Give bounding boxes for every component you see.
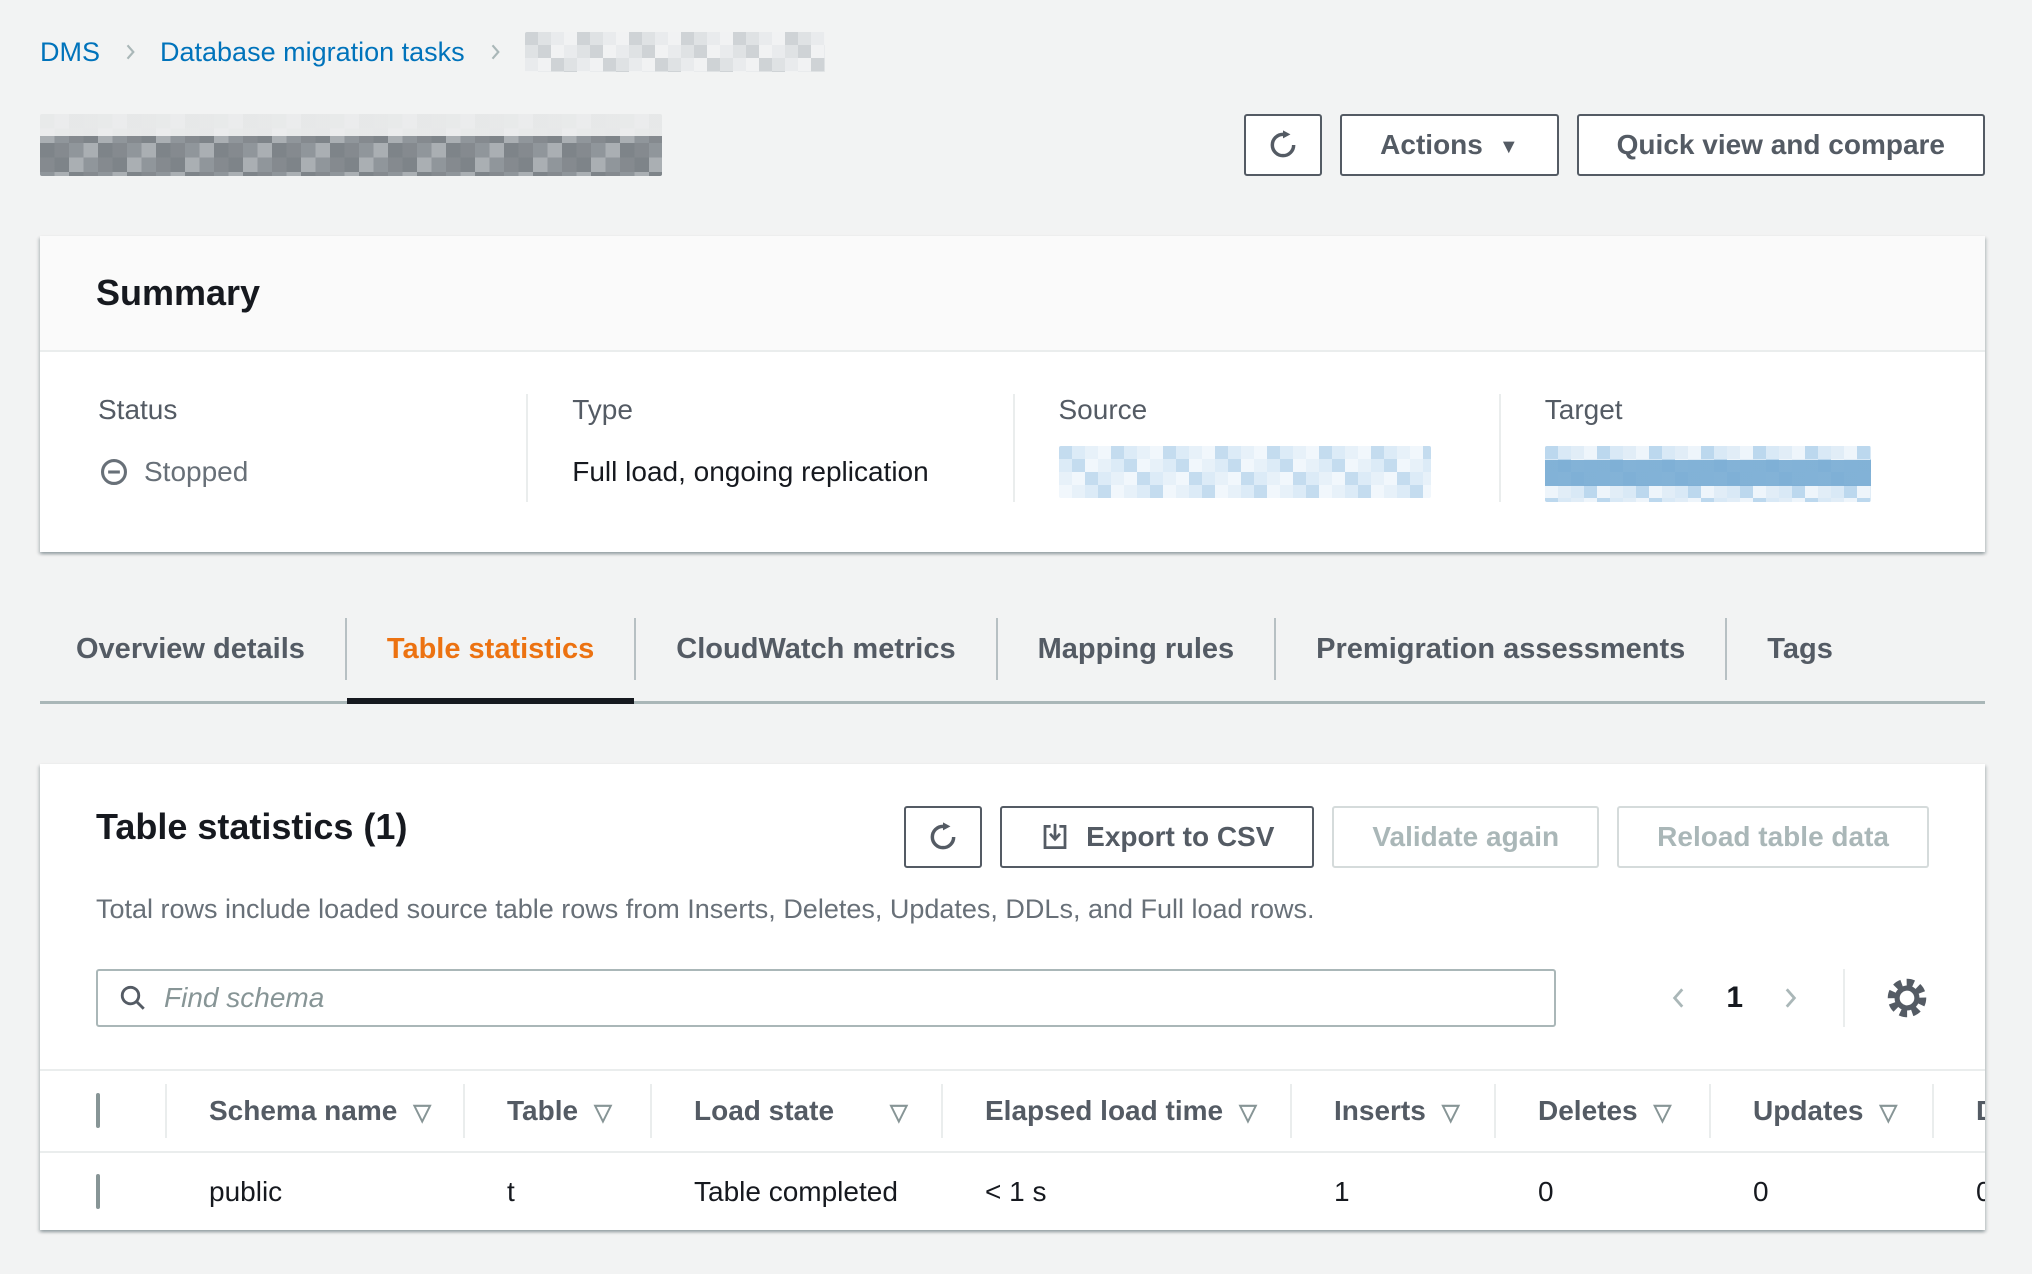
tab-cloudwatch-metrics[interactable]: CloudWatch metrics — [634, 618, 995, 680]
column-header-table[interactable]: Table ▽ — [463, 1069, 650, 1153]
refresh-circular-arrow-icon — [1267, 129, 1299, 161]
page-number: 1 — [1726, 981, 1743, 1014]
cell-schema-name: public — [209, 1175, 283, 1207]
table-statistics-card: Table statistics (1) Export to CSV Valid… — [40, 764, 1985, 1230]
chevron-right-icon — [485, 42, 505, 62]
export-to-csv-button[interactable]: Export to CSV — [1000, 806, 1315, 868]
source-endpoint-link-redacted[interactable] — [1058, 446, 1431, 498]
actions-button-label: Actions — [1380, 129, 1483, 160]
table-statistics-table: Schema name ▽ Table ▽ Load state ▽ Elapsed … — [40, 1069, 1985, 1230]
tab-bar: Overview details Table statistics CloudW… — [40, 618, 1985, 704]
column-header-schema-name[interactable]: Schema name ▽ — [165, 1069, 463, 1153]
table-row: public t Table completed < 1 s 1 0 0 0 — [40, 1152, 1985, 1230]
breadcrumb-link-dms[interactable]: DMS — [40, 36, 100, 67]
target-label: Target — [1544, 394, 1623, 425]
cell-ddls-clipped: 0 — [1976, 1175, 1985, 1207]
summary-grid: Status Stopped Type Full load, ongoing r… — [40, 352, 1985, 552]
quick-view-and-compare-button[interactable]: Quick view and compare — [1576, 114, 1985, 176]
column-header-load-state[interactable]: Load state ▽ — [650, 1069, 941, 1153]
summary-source-column: Source — [1012, 394, 1499, 502]
table-statistics-actions: Export to CSV Validate again Reload tabl… — [904, 806, 1929, 868]
quick-view-button-label: Quick view and compare — [1616, 129, 1945, 160]
cell-load-state: Table completed — [694, 1175, 898, 1207]
triangle-down-icon: ▽ — [594, 1099, 612, 1125]
table-statistics-title: Table statistics (1) — [96, 806, 408, 847]
reload-button-label: Reload table data — [1657, 821, 1889, 852]
source-label: Source — [1058, 394, 1148, 425]
type-label: Type — [572, 394, 633, 425]
tab-table-statistics[interactable]: Table statistics — [344, 618, 635, 704]
page-header: Actions ▼ Quick view and compare — [40, 114, 1985, 176]
cell-deletes: 0 — [1538, 1175, 1554, 1207]
cell-table: t — [507, 1175, 515, 1207]
cell-updates: 0 — [1753, 1175, 1769, 1207]
page-title-redacted — [40, 114, 662, 176]
summary-target-column: Target — [1498, 394, 1985, 502]
magnifier-icon — [118, 983, 148, 1013]
column-label: Updates — [1753, 1095, 1864, 1126]
refresh-button[interactable] — [1244, 114, 1323, 176]
status-value: Stopped — [144, 456, 249, 487]
summary-card-title: Summary — [40, 236, 1985, 352]
tab-overview-details[interactable]: Overview details — [76, 632, 305, 665]
tab-mapping-rules[interactable]: Mapping rules — [995, 618, 1275, 680]
reload-table-data-button: Reload table data — [1617, 806, 1929, 868]
column-header-ddls-clipped[interactable]: D — [1932, 1069, 1985, 1153]
header-actions: Actions ▼ Quick view and compare — [1244, 114, 1985, 176]
pagination: 1 — [1666, 969, 1929, 1027]
breadcrumb-link-migration-tasks[interactable]: Database migration tasks — [160, 36, 465, 67]
cell-elapsed-load-time: < 1 s — [985, 1175, 1047, 1207]
pagination-divider — [1843, 969, 1845, 1027]
status-label: Status — [98, 394, 178, 425]
chevron-left-icon — [1666, 982, 1692, 1014]
cell-inserts: 1 — [1334, 1175, 1350, 1207]
column-label: Load state — [694, 1095, 835, 1126]
validate-button-label: Validate again — [1372, 821, 1560, 852]
triangle-down-icon: ▽ — [1441, 1099, 1460, 1125]
validate-again-button: Validate again — [1332, 806, 1600, 868]
triangle-down-icon: ▽ — [1879, 1099, 1898, 1125]
table-header-row: Schema name ▽ Table ▽ Load state ▽ Elapsed … — [40, 1069, 1985, 1153]
schema-search-box — [96, 969, 1556, 1027]
table-refresh-button[interactable] — [904, 806, 983, 868]
row-checkbox[interactable] — [96, 1173, 100, 1209]
column-label: Inserts — [1334, 1095, 1426, 1126]
column-header-deletes[interactable]: Deletes ▽ — [1494, 1069, 1709, 1153]
target-endpoint-link-redacted[interactable] — [1544, 446, 1871, 502]
column-header-inserts[interactable]: Inserts ▽ — [1290, 1069, 1494, 1153]
column-label: Table — [507, 1095, 579, 1126]
triangle-down-icon: ▽ — [1653, 1099, 1672, 1125]
table-statistics-description: Total rows include loaded source table r… — [96, 894, 1315, 924]
column-header-updates[interactable]: Updates ▽ — [1709, 1069, 1932, 1153]
download-tray-icon — [1040, 822, 1070, 852]
triangle-down-icon: ▽ — [1239, 1099, 1257, 1125]
find-schema-input[interactable] — [164, 982, 1534, 1014]
chevron-right-icon — [120, 42, 140, 62]
chevron-right-icon — [1777, 982, 1803, 1014]
triangle-down-icon: ▽ — [890, 1099, 908, 1125]
type-value: Full load, ongoing replication — [572, 456, 929, 487]
select-all-checkbox[interactable] — [96, 1093, 100, 1128]
tab-premigration-assessments[interactable]: Premigration assessments — [1274, 618, 1725, 680]
summary-type-column: Type Full load, ongoing replication — [526, 394, 1012, 502]
refresh-circular-arrow-icon — [927, 821, 959, 853]
actions-button[interactable]: Actions ▼ — [1340, 114, 1559, 176]
breadcrumb-current-redacted — [524, 32, 825, 72]
column-label: Deletes — [1538, 1095, 1638, 1126]
column-label: Schema name — [209, 1095, 398, 1126]
tab-tags[interactable]: Tags — [1725, 618, 1873, 680]
gear-icon[interactable] — [1885, 976, 1929, 1020]
tab-bar-rule — [40, 701, 1985, 704]
caret-down-icon: ▼ — [1498, 136, 1519, 158]
column-label: Elapsed load time — [985, 1095, 1224, 1126]
export-button-label: Export to CSV — [1086, 821, 1275, 852]
triangle-down-icon: ▽ — [413, 1099, 432, 1125]
summary-card: Summary Status Stopped Type Full load, o… — [40, 236, 1985, 552]
column-header-elapsed-load-time[interactable]: Elapsed load time ▽ — [941, 1069, 1290, 1153]
column-label: D — [1976, 1095, 1985, 1126]
circle-minus-icon — [98, 456, 130, 488]
summary-status-column: Status Stopped — [40, 394, 526, 502]
breadcrumb: DMS Database migration tasks — [40, 32, 1985, 72]
